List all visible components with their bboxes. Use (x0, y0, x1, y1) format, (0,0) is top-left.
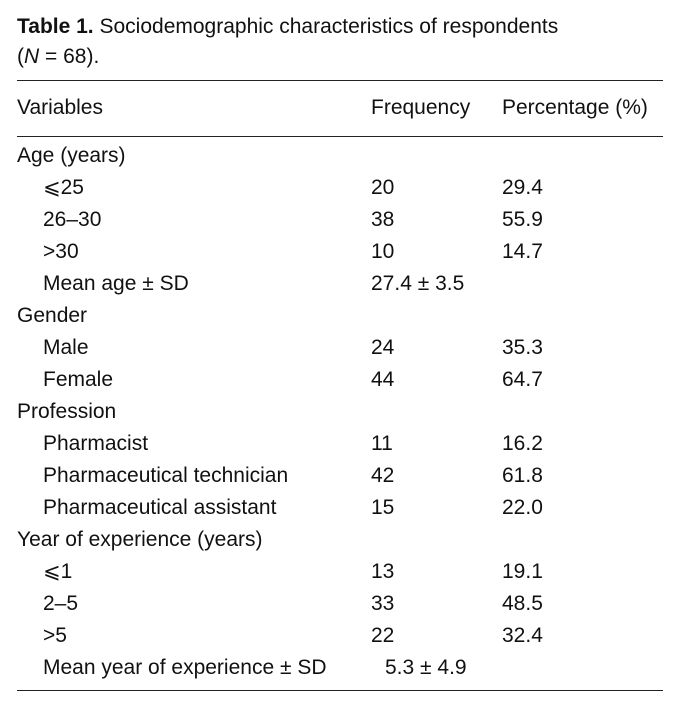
row-label: >5 (43, 624, 67, 647)
row-label: Year of experience (years) (17, 528, 263, 551)
table-header-row: Variables Frequency Percentage (%) (17, 92, 663, 124)
table-row: Pharmacist 11 16.2 (17, 428, 663, 460)
row-percentage: 35.3 (502, 336, 543, 359)
row-label: 26–30 (43, 208, 102, 231)
table-row: Pharmaceutical technician 42 61.8 (17, 460, 663, 492)
row-percentage: 29.4 (502, 176, 543, 199)
row-label: Mean age ± SD (43, 272, 189, 295)
table-row: >5 22 32.4 (17, 620, 663, 652)
row-label: Gender (17, 304, 88, 327)
row-label: >30 (43, 240, 79, 263)
row-frequency: 38 (371, 208, 395, 231)
row-frequency: 5.3 ± 4.9 (385, 656, 467, 679)
table-row: 2–5 33 48.5 (17, 588, 663, 620)
row-frequency: 27.4 ± 3.5 (371, 272, 465, 295)
row-frequency: 20 (371, 176, 395, 199)
caption-text: Sociodemographic characteristics of resp… (99, 15, 559, 38)
row-percentage: 61.8 (502, 464, 543, 487)
table-header-rule (17, 136, 663, 137)
row-label: Mean year of experience ± SD (43, 656, 327, 679)
header-percentage: Percentage (%) (502, 96, 648, 119)
row-label: Pharmacist (43, 432, 149, 455)
table-row: >30 10 14.7 (17, 236, 663, 268)
table-row-section: Gender (17, 300, 663, 332)
table-row: Female 44 64.7 (17, 364, 663, 396)
table-row: 26–30 38 55.9 (17, 204, 663, 236)
caption-n-value: = 68). (39, 45, 100, 68)
table-row-section: Year of experience (years) (17, 524, 663, 556)
table-caption: Table 1. Sociodemographic characteristic… (17, 12, 657, 72)
row-frequency: 22 (371, 624, 395, 647)
table-label: Table 1. (17, 15, 94, 38)
row-frequency: 15 (371, 496, 395, 519)
caption-n-open: ( (17, 45, 24, 68)
table-row-section: Profession (17, 396, 663, 428)
row-frequency: 11 (371, 432, 393, 455)
row-percentage: 16.2 (502, 432, 543, 455)
row-percentage: 55.9 (502, 208, 543, 231)
table-bottom-rule (17, 690, 663, 691)
row-label: Male (43, 336, 89, 359)
row-label: Female (43, 368, 114, 391)
header-variables: Variables (17, 96, 103, 119)
table-row: Mean year of experience ± SD 5.3 ± 4.9 (17, 652, 663, 684)
row-percentage: 48.5 (502, 592, 543, 615)
table-row: ⩽25 20 29.4 (17, 172, 663, 204)
row-label: Pharmaceutical assistant (43, 496, 277, 519)
row-frequency: 24 (371, 336, 395, 359)
table-row: Pharmaceutical assistant 15 22.0 (17, 492, 663, 524)
row-frequency: 33 (371, 592, 395, 615)
table-row: Male 24 35.3 (17, 332, 663, 364)
table-row: ⩽1 13 19.1 (17, 556, 663, 588)
row-frequency: 10 (371, 240, 395, 263)
row-percentage: 64.7 (502, 368, 543, 391)
row-label: Age (years) (17, 144, 126, 167)
row-frequency: 13 (371, 560, 395, 583)
row-frequency: 42 (371, 464, 395, 487)
row-frequency: 44 (371, 368, 395, 391)
row-percentage: 22.0 (502, 496, 543, 519)
row-label: Profession (17, 400, 117, 423)
row-percentage: 19.1 (502, 560, 543, 583)
row-label: Pharmaceutical technician (43, 464, 289, 487)
row-percentage: 14.7 (502, 240, 543, 263)
row-label: 2–5 (43, 592, 79, 615)
row-label: ⩽1 (43, 560, 73, 583)
caption-n-variable: N (24, 45, 40, 68)
table-row-section: Age (years) (17, 140, 663, 172)
row-percentage: 32.4 (502, 624, 543, 647)
row-label: ⩽25 (43, 176, 84, 199)
header-frequency: Frequency (371, 96, 471, 119)
table-row: Mean age ± SD 27.4 ± 3.5 (17, 268, 663, 300)
table-top-rule (17, 80, 663, 81)
